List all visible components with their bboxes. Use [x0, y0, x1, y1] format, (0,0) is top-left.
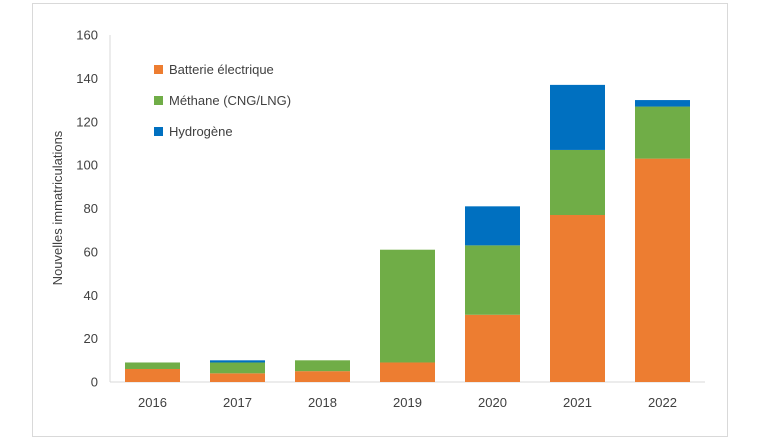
- bar-segment: [210, 373, 265, 382]
- bar-segment: [635, 158, 690, 382]
- bar-segment: [550, 84, 605, 150]
- y-tick-label: 60: [84, 244, 98, 259]
- y-tick-label: 160: [76, 28, 98, 43]
- legend-label: Batterie électrique: [169, 62, 274, 77]
- legend-swatch: [154, 96, 163, 105]
- y-tick-label: 0: [91, 375, 98, 390]
- bar-segment: [125, 368, 180, 382]
- bar-segment: [465, 245, 520, 315]
- bar-segment: [295, 360, 350, 372]
- bar-segment: [210, 362, 265, 374]
- bar-segment: [380, 362, 435, 382]
- bar-segment: [380, 249, 435, 363]
- y-tick-label: 140: [76, 71, 98, 86]
- y-tick-label: 120: [76, 114, 98, 129]
- x-tick-label: 2019: [393, 395, 422, 410]
- legend-label: Méthane (CNG/LNG): [169, 93, 291, 108]
- y-tick-label: 20: [84, 331, 98, 346]
- bar-segment: [465, 206, 520, 246]
- bar-segment: [210, 360, 265, 363]
- x-tick-label: 2020: [478, 395, 507, 410]
- bar-segment: [635, 106, 690, 159]
- bar-segment: [550, 149, 605, 216]
- x-tick-label: 2016: [138, 395, 167, 410]
- y-tick-label: 40: [84, 288, 98, 303]
- bar-segment: [125, 362, 180, 369]
- x-tick-label: 2021: [563, 395, 592, 410]
- y-tick-label: 100: [76, 158, 98, 173]
- y-axis-title: Nouvelles immatriculations: [50, 130, 65, 285]
- x-tick-label: 2022: [648, 395, 677, 410]
- bar-segment: [295, 371, 350, 382]
- bar-segment: [465, 314, 520, 382]
- legend-swatch: [154, 65, 163, 74]
- bars: [125, 84, 690, 382]
- legend-label: Hydrogène: [169, 124, 233, 139]
- x-tick-label: 2018: [308, 395, 337, 410]
- x-tick-labels: 2016 2017 2018 2019 2020 2021 2022: [138, 395, 677, 410]
- y-tick-label: 80: [84, 201, 98, 216]
- y-tick-labels: 0 20 40 60 80 100 120 140 160: [76, 28, 98, 390]
- legend: Batterie électrique Méthane (CNG/LNG) Hydr…: [154, 62, 291, 139]
- bar-segment: [550, 215, 605, 382]
- x-tick-label: 2017: [223, 395, 252, 410]
- legend-swatch: [154, 127, 163, 136]
- bar-segment: [635, 100, 690, 107]
